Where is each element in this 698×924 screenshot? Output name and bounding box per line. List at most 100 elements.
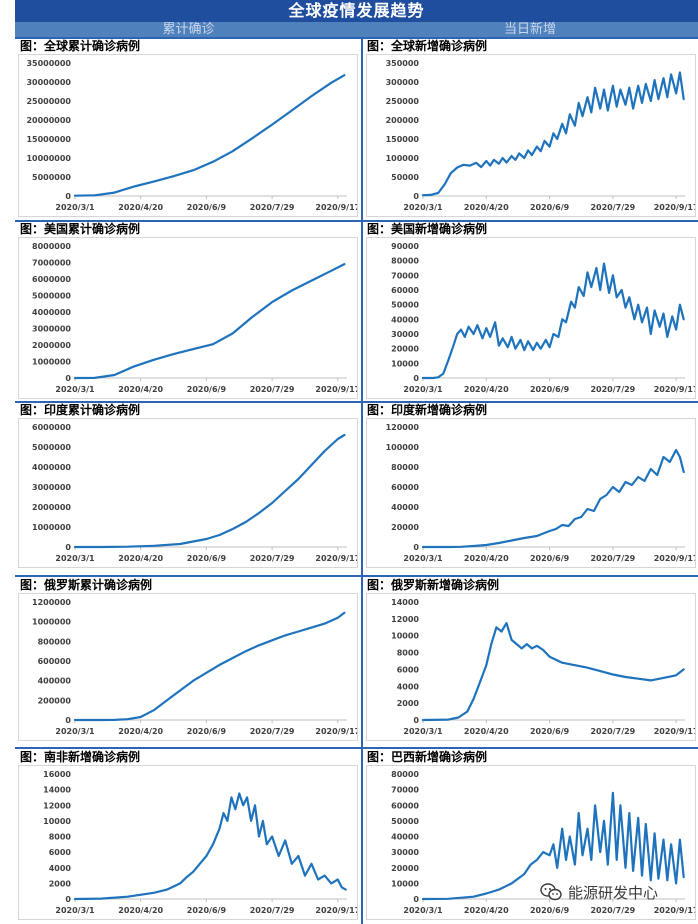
y-tick-label: 10000 <box>391 879 419 888</box>
section-rule <box>363 220 698 222</box>
chart-title-us-new: 图：美国新增确诊病例 <box>367 222 488 236</box>
chart-svg: 0 1000000 2000000 3000000 4000000 5000000 6000… <box>32 242 357 394</box>
y-tick-label: 70000 <box>391 786 419 795</box>
section-rule <box>363 747 698 749</box>
y-tick-label: 0 <box>413 192 419 201</box>
x-tick-label: 2020/9/17 <box>654 554 695 563</box>
x-tick-label: 2020/4/20 <box>118 554 163 563</box>
chart-title-russia-cumulative: 图：俄罗斯累计确诊病例 <box>20 578 153 592</box>
x-tick-label: 2020/9/17 <box>654 203 695 212</box>
y-tick-label: 50000 <box>391 817 419 826</box>
chart-svg: 0 10000 20000 30000 40000 50000 60000 70000 8000… <box>391 770 695 915</box>
series-line <box>421 622 685 722</box>
y-tick-label: 1000000 <box>32 618 71 627</box>
y-tick-label: 4000 <box>397 682 420 691</box>
y-tick-label: 2000 <box>49 879 72 888</box>
y-tick-label: 20000000 <box>26 116 71 125</box>
chart-title-global-cumulative: 图：全球累计确诊病例 <box>20 39 141 53</box>
y-tick-label: 350000 <box>386 59 420 68</box>
chart-south-africa-new: 0 2000 4000 6000 8000 10000 12000 14000 16000 202… <box>18 765 358 920</box>
y-tick-label: 300000 <box>386 78 420 87</box>
x-tick-label: 2020/7/29 <box>590 203 635 212</box>
x-tick-label: 2020/6/9 <box>187 727 227 736</box>
x-tick-label: 2020/6/9 <box>530 554 570 563</box>
chart-title-us-cumulative: 图：美国累计确诊病例 <box>20 222 141 236</box>
chart-svg: 0 10000 20000 30000 40000 50000 60000 70000 8000… <box>391 242 695 394</box>
y-tick-label: 10000 <box>391 359 419 368</box>
y-tick-label: 60000 <box>391 483 419 492</box>
x-tick-label: 2020/3/1 <box>55 385 95 394</box>
daily-new-column-header: 当日新增 <box>362 22 698 37</box>
y-tick-label: 14000 <box>391 598 419 607</box>
chart-title-global-new: 图：全球新增确诊病例 <box>367 39 488 53</box>
chart-global-new: 0 50000 100000 150000 200000 250000 300000 3500… <box>366 54 696 217</box>
y-tick-label: 400000 <box>38 677 72 686</box>
x-tick-label: 2020/7/29 <box>250 203 295 212</box>
x-tick-label: 2020/4/20 <box>464 554 509 563</box>
chart-title-south-africa-new: 图：南非新增确诊病例 <box>20 750 141 764</box>
chart-brazil-new: 0 10000 20000 30000 40000 50000 60000 70000 8000… <box>366 765 696 920</box>
y-tick-label: 4000000 <box>32 463 71 472</box>
x-tick-label: 2020/4/20 <box>118 727 163 736</box>
x-tick-label: 2020/3/1 <box>55 554 95 563</box>
y-tick-label: 30000000 <box>26 78 71 87</box>
chart-svg: 0 5000000 10000000 15000000 20000000 25000000… <box>26 59 357 212</box>
x-tick-label: 2020/7/29 <box>250 727 295 736</box>
dashboard-title: 全球疫情发展趋势 <box>15 0 698 22</box>
y-tick-label: 0 <box>413 543 419 552</box>
section-rule <box>15 401 361 403</box>
series-line <box>73 74 346 197</box>
chart-russia-new: 0 2000 4000 6000 8000 10000 12000 14000 2020/3/1… <box>366 593 696 741</box>
y-tick-label: 0 <box>413 895 419 904</box>
x-tick-label: 2020/7/29 <box>250 385 295 394</box>
y-tick-label: 8000 <box>49 833 72 842</box>
chart-title-russia-new: 图：俄罗斯新增确诊病例 <box>367 578 500 592</box>
y-tick-label: 200000 <box>386 116 420 125</box>
wechat-icon <box>540 883 562 901</box>
y-tick-label: 5000000 <box>32 292 71 301</box>
series-line <box>73 433 346 549</box>
chart-us-new: 0 10000 20000 30000 40000 50000 60000 70000 8000… <box>366 237 696 399</box>
y-tick-label: 6000 <box>397 665 420 674</box>
chart-svg: 0 50000 100000 150000 200000 250000 300000 3500… <box>386 59 695 212</box>
watermark: 能源研发中心 <box>540 880 658 904</box>
y-tick-label: 80000 <box>391 257 419 266</box>
x-tick-label: 2020/7/29 <box>590 727 635 736</box>
y-tick-label: 0 <box>65 374 71 383</box>
y-tick-label: 15000000 <box>26 135 71 144</box>
x-tick-label: 2020/4/20 <box>118 203 163 212</box>
x-tick-label: 2020/9/17 <box>654 906 695 915</box>
y-tick-label: 3000000 <box>32 325 71 334</box>
series-line <box>73 611 346 722</box>
y-tick-label: 1200000 <box>32 598 71 607</box>
x-tick-label: 2020/3/1 <box>403 385 443 394</box>
x-tick-label: 2020/9/17 <box>654 385 695 394</box>
y-tick-label: 4000000 <box>32 308 71 317</box>
y-tick-label: 10000000 <box>26 154 71 163</box>
y-tick-label: 8000 <box>397 649 420 658</box>
x-tick-label: 2020/4/20 <box>464 727 509 736</box>
y-tick-label: 0 <box>65 716 71 725</box>
x-tick-label: 2020/9/17 <box>654 727 695 736</box>
y-tick-label: 30000 <box>391 848 419 857</box>
section-rule <box>15 747 361 749</box>
chart-us-cumulative: 0 1000000 2000000 3000000 4000000 5000000 6000… <box>18 237 358 399</box>
x-tick-label: 2020/9/17 <box>315 906 357 915</box>
y-tick-label: 0 <box>65 192 71 201</box>
y-tick-label: 0 <box>65 543 71 552</box>
y-tick-label: 40000 <box>391 503 419 512</box>
x-tick-label: 2020/7/29 <box>250 906 295 915</box>
y-tick-label: 6000000 <box>32 423 71 432</box>
x-tick-label: 2020/9/17 <box>315 727 357 736</box>
chart-title-india-new: 图：印度新增确诊病例 <box>367 403 488 417</box>
x-tick-label: 2020/3/1 <box>403 554 443 563</box>
series-line <box>73 792 347 901</box>
y-tick-label: 120000 <box>386 423 420 432</box>
y-tick-label: 60000 <box>391 801 419 810</box>
y-tick-label: 10000 <box>43 817 71 826</box>
chart-svg: 0 2000 4000 6000 8000 10000 12000 14000 16000 202… <box>43 770 357 915</box>
y-tick-label: 2000000 <box>32 341 71 350</box>
y-tick-label: 0 <box>413 716 419 725</box>
y-tick-label: 16000 <box>43 770 71 779</box>
x-tick-label: 2020/6/9 <box>187 203 227 212</box>
